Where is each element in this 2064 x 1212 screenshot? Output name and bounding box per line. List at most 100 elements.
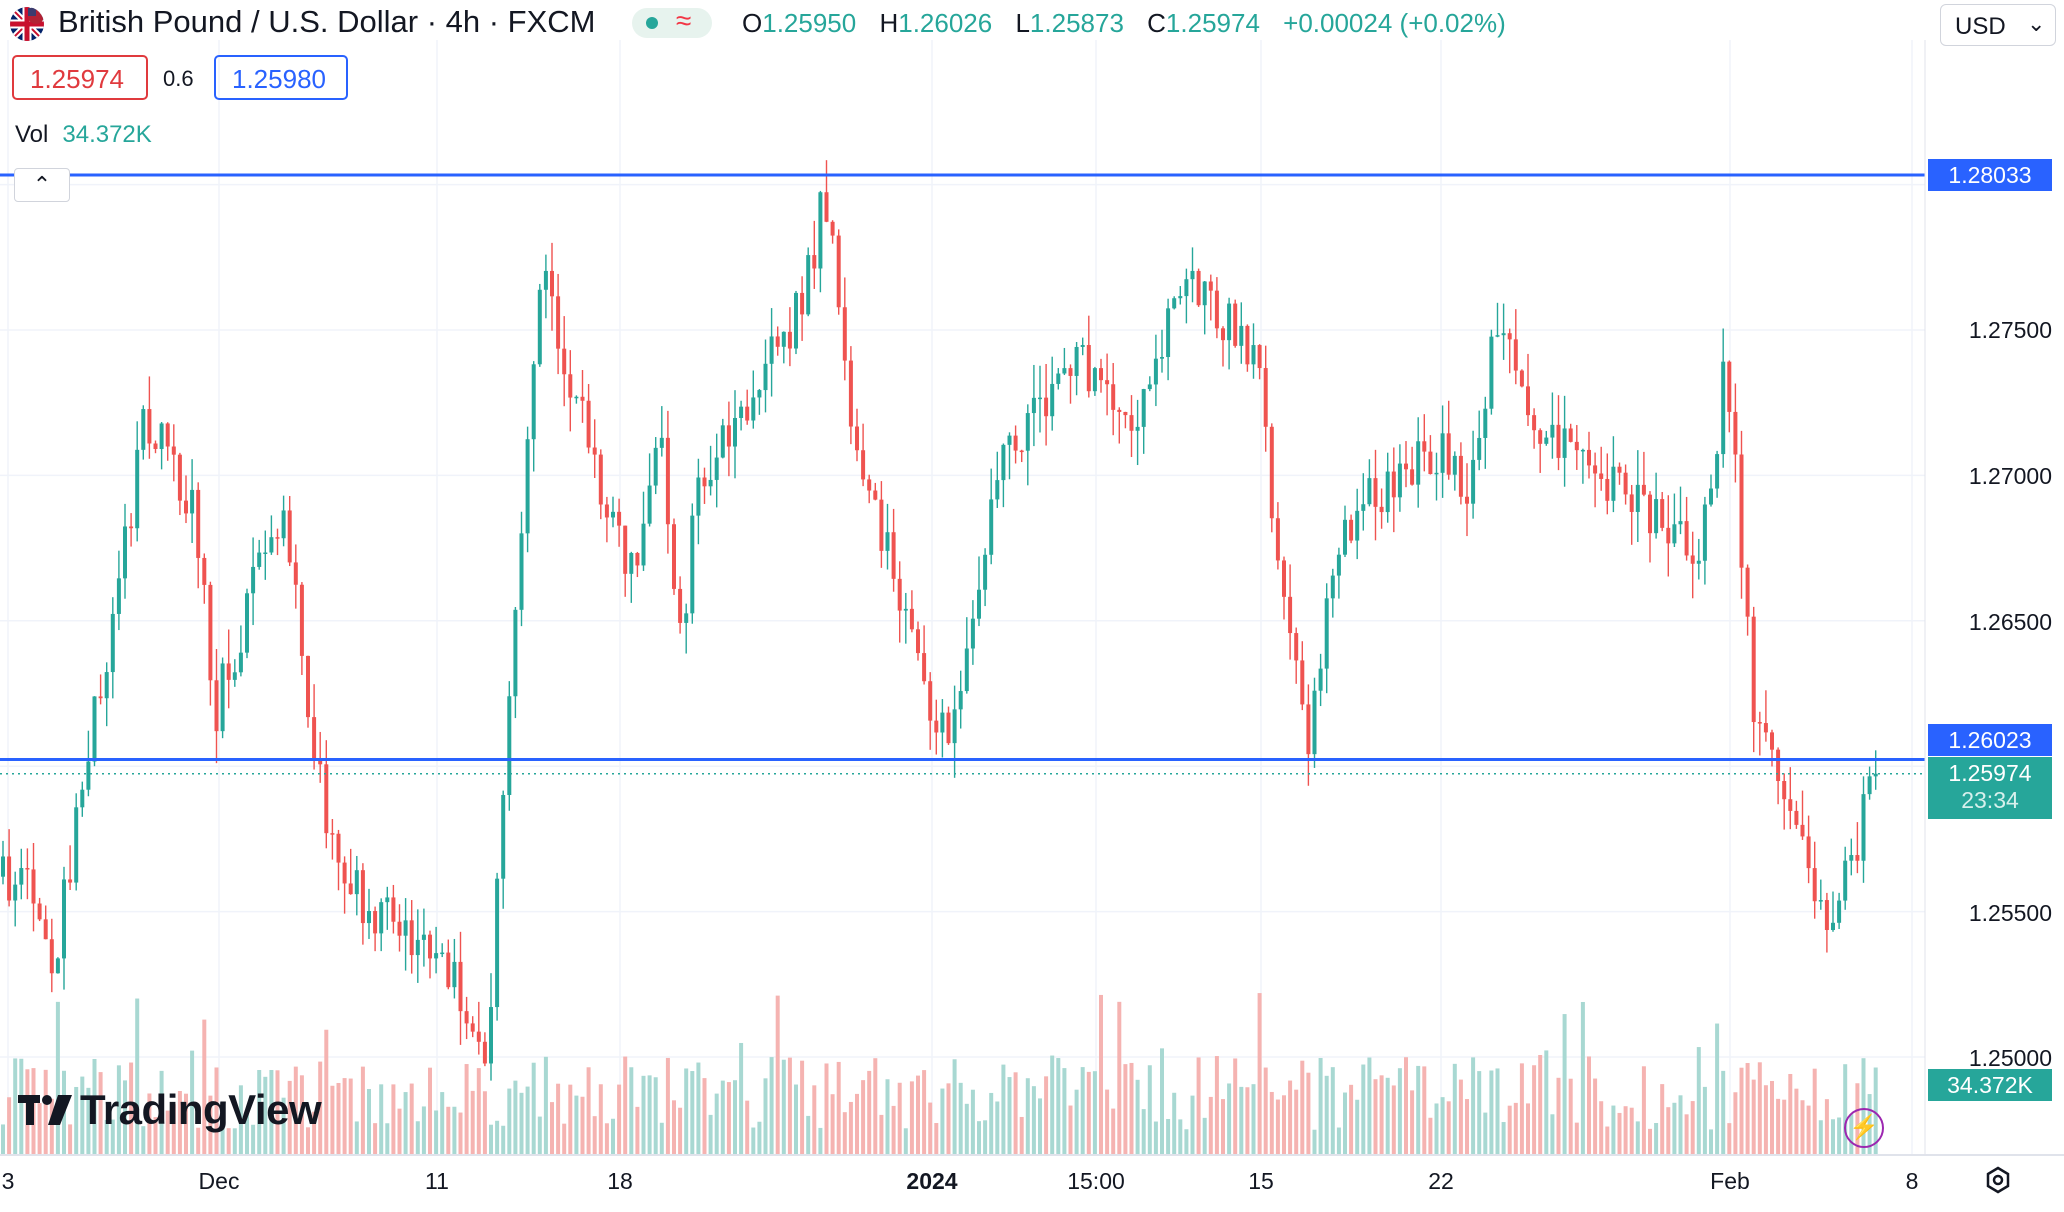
volume-bar [959, 1083, 963, 1155]
candle-body [812, 255, 816, 268]
volume-bar [892, 1106, 896, 1155]
volume-bar [678, 1108, 682, 1155]
candle-body [1374, 478, 1378, 507]
candle-body [1435, 473, 1439, 475]
volume-bar [355, 1121, 359, 1155]
time-tick: 15 [1248, 1168, 1274, 1195]
candle-body [1306, 704, 1310, 754]
candle-body [1416, 441, 1420, 484]
candle-body [1837, 901, 1841, 923]
volume-bar [1081, 1067, 1085, 1155]
volume-bar [544, 1057, 548, 1155]
volume-legend[interactable]: Vol 34.372K [15, 121, 152, 149]
gear-icon[interactable] [1983, 1165, 2013, 1195]
candle-body [416, 940, 420, 955]
symbol-title[interactable]: British Pound / U.S. Dollar · 4h · FXCM [58, 4, 596, 40]
candle-body [495, 879, 499, 1007]
collapse-legend-button[interactable]: ⌃ [14, 168, 70, 202]
volume-bar [593, 1116, 597, 1155]
candle-body [373, 911, 377, 933]
candle-body [477, 1032, 481, 1042]
candle-body [1849, 855, 1853, 861]
last-price-tag: 1.25974 23:34 [1928, 757, 2052, 819]
candle-body [1160, 357, 1164, 359]
volume-bar [879, 1115, 883, 1155]
volume-bar [330, 1086, 334, 1155]
ohlc-change: +0.00024 (+0.02%) [1283, 8, 1506, 38]
candle-body [1697, 561, 1701, 564]
volume-bar [501, 1126, 505, 1155]
candle-body [1209, 282, 1213, 291]
candle-body [1874, 774, 1878, 777]
volume-bar [1093, 1071, 1097, 1155]
price-tick: 1.27500 [1940, 317, 2052, 344]
candle-body [1227, 304, 1231, 341]
candle-body [1648, 495, 1652, 534]
candle-body [611, 512, 615, 518]
lower-line-price-tag[interactable]: 1.26023 [1928, 724, 2052, 756]
volume-bar [434, 1110, 438, 1155]
candle-body [1014, 436, 1018, 451]
ohlc-low-value: 1.25873 [1030, 8, 1124, 38]
volume-bar [910, 1081, 914, 1155]
candle-body [147, 409, 151, 443]
candle-body [1099, 368, 1103, 380]
volume-bar [886, 1079, 890, 1155]
market-open-dot-icon [646, 17, 658, 29]
candle-body [532, 364, 536, 439]
price-tick: 1.27000 [1940, 463, 2052, 490]
candle-body [1026, 413, 1030, 451]
volume-bar [764, 1078, 768, 1155]
volume-bar [1166, 1119, 1170, 1155]
volume-bar [1459, 1080, 1463, 1155]
volume-bar [1471, 1057, 1475, 1155]
candle-body [1264, 368, 1268, 427]
upper-line-price-tag[interactable]: 1.28033 [1928, 159, 2052, 191]
candle-body [1020, 451, 1024, 453]
volume-bar [1727, 1123, 1731, 1155]
candle-body [68, 879, 72, 882]
volume-bar [1758, 1062, 1762, 1155]
sell-price-button[interactable]: 1.25974 [12, 55, 148, 100]
volume-bar [581, 1097, 585, 1155]
tradingview-logo[interactable]: TradingView [18, 1085, 321, 1135]
candle-body [989, 499, 993, 554]
volume-bar [1233, 1058, 1237, 1155]
volume-bar [1782, 1100, 1786, 1155]
candle-body [757, 390, 761, 397]
candle-body [1721, 362, 1725, 454]
candle-body [465, 1011, 469, 1023]
volume-bar [1252, 1084, 1256, 1155]
candle-body [1008, 436, 1012, 445]
candle-body [1282, 560, 1286, 596]
buy-price-button[interactable]: 1.25980 [214, 55, 348, 100]
candle-body [349, 883, 353, 894]
volume-bar [934, 1123, 938, 1155]
candle-body [1587, 450, 1591, 465]
candle-body [526, 439, 530, 533]
currency-select[interactable]: USD ⌄ [1940, 4, 2056, 46]
candle-body [1258, 345, 1262, 368]
volume-bar [1538, 1055, 1542, 1155]
candle-body [1624, 473, 1628, 495]
candle-body [1825, 900, 1829, 930]
volume-bar [1526, 1103, 1530, 1155]
candle-body [1807, 836, 1811, 868]
lightning-icon[interactable]: ⚡ [1844, 1108, 1884, 1148]
volume-bar [1715, 1024, 1719, 1155]
volume-bar [1313, 1130, 1317, 1155]
candle-body [355, 870, 359, 894]
candle-body [1136, 427, 1140, 431]
candle-body [1496, 335, 1500, 337]
volume-bar [690, 1071, 694, 1155]
candle-body [1813, 868, 1817, 901]
market-status-badge[interactable]: ≈ [632, 8, 712, 38]
ohlc-high-value: 1.26026 [898, 8, 992, 38]
volume-bar [1014, 1072, 1018, 1155]
volume-bar [965, 1104, 969, 1155]
horizontal-lines[interactable] [0, 175, 1925, 774]
candle-body [1270, 427, 1274, 518]
candle-body [86, 762, 90, 790]
volume-bar [1520, 1063, 1524, 1155]
